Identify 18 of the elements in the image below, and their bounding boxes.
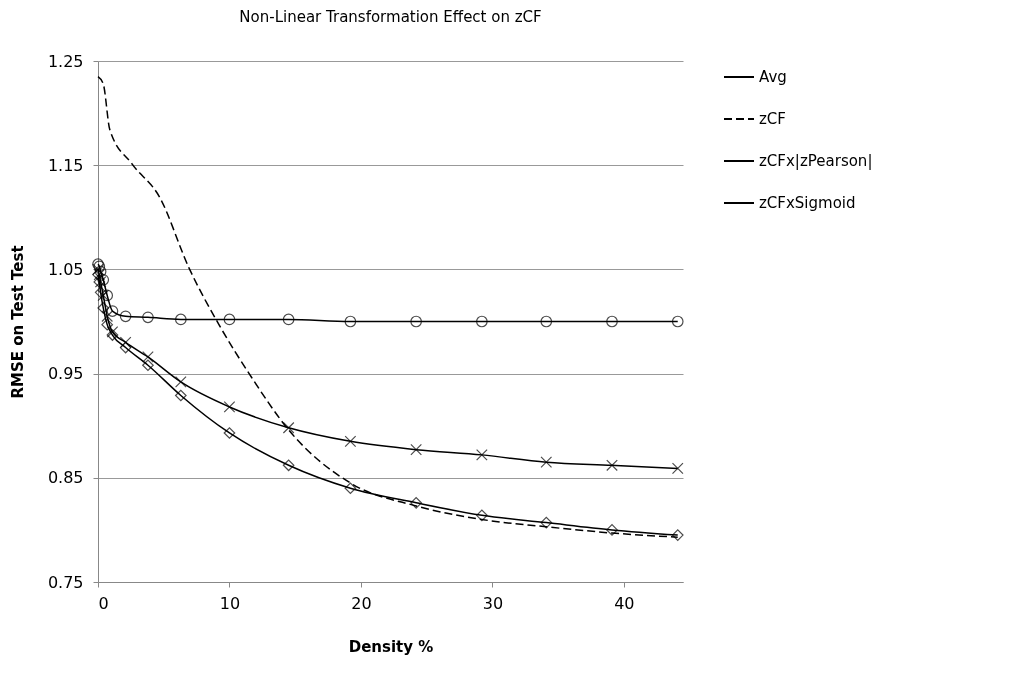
- legend-label: zCFxSigmoid: [759, 194, 856, 212]
- y-tick-label: 0.95: [47, 364, 84, 384]
- y-tick-label: 1.25: [47, 51, 84, 71]
- x-tick-label: 30: [482, 593, 504, 613]
- legend-label: zCF: [759, 110, 786, 128]
- legend-label: zCFx|zPearson|: [759, 152, 873, 170]
- x-axis-title: Density %: [348, 637, 434, 656]
- x-tick-label: 10: [219, 593, 241, 613]
- y-tick-label: 1.15: [47, 155, 84, 175]
- y-axis-title: RMSE on Test Test: [8, 245, 27, 399]
- chart-title: Non-Linear Transformation Effect on zCF: [239, 8, 542, 26]
- x-tick-label: 20: [351, 593, 372, 613]
- x-tick-label: 0: [98, 593, 109, 613]
- y-tick-label: 1.05: [47, 259, 84, 279]
- x-tick-label: 40: [614, 593, 635, 613]
- y-tick-label: 0.75: [47, 572, 84, 592]
- y-tick-label: 0.85: [47, 468, 84, 488]
- legend-label: Avg: [759, 68, 787, 86]
